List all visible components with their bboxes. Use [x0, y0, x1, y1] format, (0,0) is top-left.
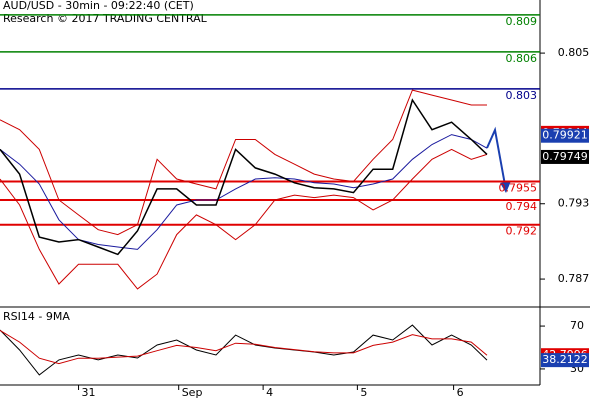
x-tick-label: 5 [360, 386, 367, 399]
level-label: 0.803 [506, 89, 538, 102]
series-line [0, 89, 487, 236]
forecast-arrowhead [500, 181, 511, 193]
price-box [541, 353, 589, 368]
x-tick-label: 4 [266, 386, 273, 399]
level-label: 0.792 [506, 225, 538, 238]
level-label: 0.7955 [499, 182, 538, 195]
level-label: 0.809 [506, 15, 538, 28]
price-box-label: 0.79749 [542, 150, 588, 163]
rsi-title: RSI14 - 9MA [3, 310, 70, 323]
series-line [0, 324, 488, 376]
level-label: 0.794 [506, 200, 538, 213]
price-box-label: 38.2122 [542, 353, 588, 366]
level-label: 0.806 [506, 52, 538, 65]
y-tick-label: 0.7876 [558, 272, 590, 285]
series-line [0, 148, 488, 290]
x-tick-label: Sep [182, 386, 203, 399]
chart-subtitle: Research © 2017 TRADING CENTRAL [3, 12, 208, 25]
x-tick-label: 6 [457, 386, 464, 399]
series-line [0, 98, 488, 256]
price-box-label: 0.79921 [542, 129, 588, 142]
y-tick-label: 0.8059 [558, 46, 590, 59]
chart-title: AUD/USD - 30min - 09:22:40 (CET) [3, 0, 194, 12]
y-tick-label: 0.7937 [558, 197, 590, 210]
y-tick-label: 70 [570, 319, 584, 332]
price-box [541, 128, 589, 143]
x-tick-label: 31 [82, 386, 96, 399]
price-box [541, 149, 589, 164]
forecast-arrow [486, 126, 506, 186]
series-line [0, 329, 488, 365]
